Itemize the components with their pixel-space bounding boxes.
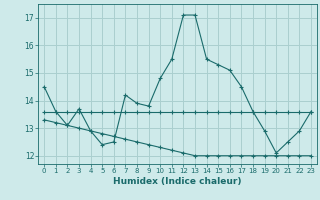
X-axis label: Humidex (Indice chaleur): Humidex (Indice chaleur): [113, 177, 242, 186]
